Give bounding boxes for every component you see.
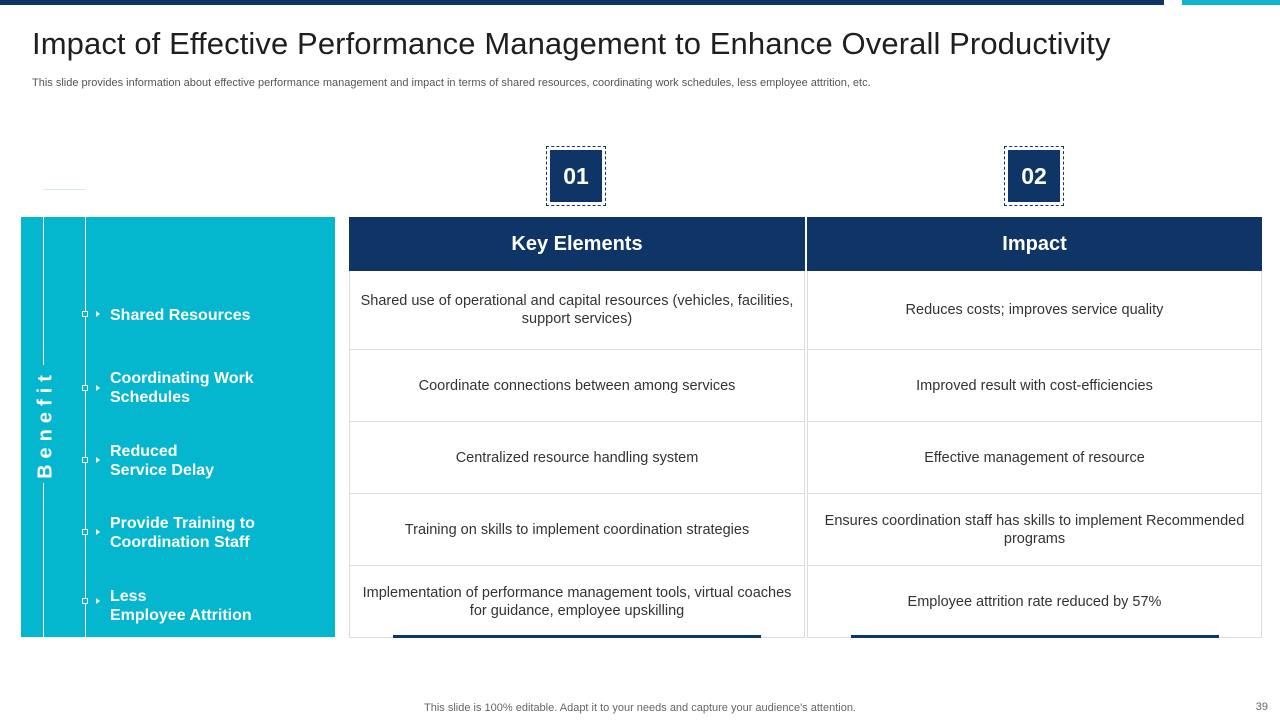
page-number: 39 [1255, 701, 1268, 713]
benefit-item-label: Provide Training to Coordination Staff [110, 515, 255, 551]
key-elements-column: Key Elements Shared use of operational a… [349, 217, 805, 638]
impact-column: Impact Reduces costs; improves service q… [807, 217, 1262, 638]
table-cell: Ensures coordination staff has skills to… [807, 494, 1262, 566]
table-cell: Coordinate connections between among ser… [349, 350, 805, 422]
bullet-node-icon [82, 457, 88, 463]
benefit-item-label: Less Employee Attrition [110, 588, 252, 624]
top-accent-bar [0, 0, 1164, 5]
badge-number: 01 [550, 150, 602, 202]
benefit-item-label: Shared Resources [110, 307, 251, 324]
table-cell: Effective management of resource [807, 422, 1262, 494]
benefit-heading: Benefit [30, 365, 62, 483]
footer-note: This slide is 100% editable. Adapt it to… [424, 702, 856, 714]
table-cell: Training on skills to implement coordina… [349, 494, 805, 566]
table-cell: Centralized resource handling system [349, 422, 805, 494]
arrow-right-icon [96, 529, 100, 535]
bullet-node-icon [82, 385, 88, 391]
arrow-right-icon [96, 598, 100, 604]
table-cell: Shared use of operational and capital re… [349, 271, 805, 350]
table-cell: Implementation of performance management… [349, 566, 805, 638]
table-cell: Employee attrition rate reduced by 57% [807, 566, 1262, 638]
column-underline [393, 635, 761, 638]
bullet-node-icon [82, 529, 88, 535]
arrow-right-icon [96, 457, 100, 463]
benefit-panel [21, 217, 335, 637]
page-subtitle: This slide provides information about ef… [32, 77, 871, 89]
bullet-node-icon [82, 598, 88, 604]
arrow-right-icon [96, 311, 100, 317]
column-header: Key Elements [349, 217, 805, 271]
table-cell: Improved result with cost-efficiencies [807, 350, 1262, 422]
bullet-node-icon [82, 311, 88, 317]
arrow-right-icon [96, 385, 100, 391]
table-cell: Reduces costs; improves service quality [807, 271, 1262, 350]
column-underline [851, 635, 1219, 638]
number-badge-02: 02 [1004, 146, 1064, 206]
page-title: Impact of Effective Performance Manageme… [32, 26, 1111, 61]
badge-number: 02 [1008, 150, 1060, 202]
benefit-item-label: Coordinating Work Schedules [110, 370, 254, 406]
top-accent-bar-light [1182, 0, 1280, 5]
column-header: Impact [807, 217, 1262, 271]
benefit-item-label: Reduced Service Delay [110, 443, 215, 479]
number-badge-01: 01 [546, 146, 606, 206]
